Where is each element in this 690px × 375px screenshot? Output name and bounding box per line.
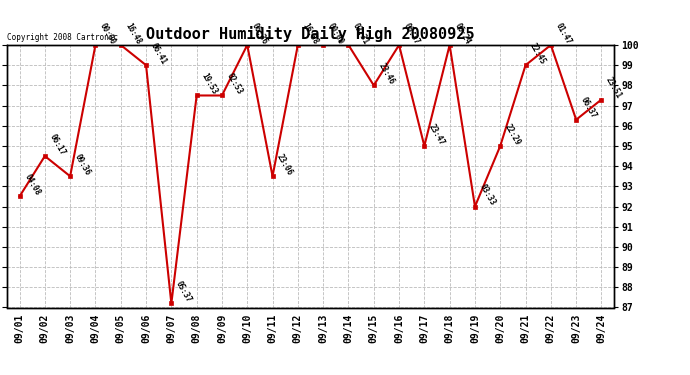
- Text: 04:08: 04:08: [22, 172, 41, 197]
- Text: 00:00: 00:00: [326, 21, 345, 46]
- Text: 02:53: 02:53: [225, 72, 244, 96]
- Text: 16:58: 16:58: [301, 21, 320, 46]
- Text: 06:17: 06:17: [48, 132, 67, 157]
- Text: 01:47: 01:47: [553, 21, 573, 46]
- Title: Outdoor Humidity Daily High 20080925: Outdoor Humidity Daily High 20080925: [146, 27, 475, 42]
- Text: 06:36: 06:36: [250, 21, 269, 46]
- Text: 03:31: 03:31: [351, 21, 371, 46]
- Text: 19:53: 19:53: [199, 72, 219, 96]
- Text: 06:24: 06:24: [453, 21, 472, 46]
- Text: 23:47: 23:47: [427, 122, 446, 147]
- Text: 22:29: 22:29: [503, 122, 522, 147]
- Text: 03:33: 03:33: [477, 183, 497, 207]
- Text: 05:37: 05:37: [174, 279, 193, 304]
- Text: Copyright 2008 Cartronic: Copyright 2008 Cartronic: [7, 33, 118, 42]
- Text: 00:00: 00:00: [98, 21, 117, 46]
- Text: 06:41: 06:41: [149, 41, 168, 66]
- Text: 23:06: 23:06: [275, 152, 295, 177]
- Text: 23:46: 23:46: [377, 62, 396, 86]
- Text: 09:36: 09:36: [73, 152, 92, 177]
- Text: 06:37: 06:37: [402, 21, 421, 46]
- Text: 23:51: 23:51: [604, 76, 624, 100]
- Text: 06:37: 06:37: [579, 96, 598, 120]
- Text: 16:48: 16:48: [124, 21, 143, 46]
- Text: 22:45: 22:45: [529, 41, 548, 66]
